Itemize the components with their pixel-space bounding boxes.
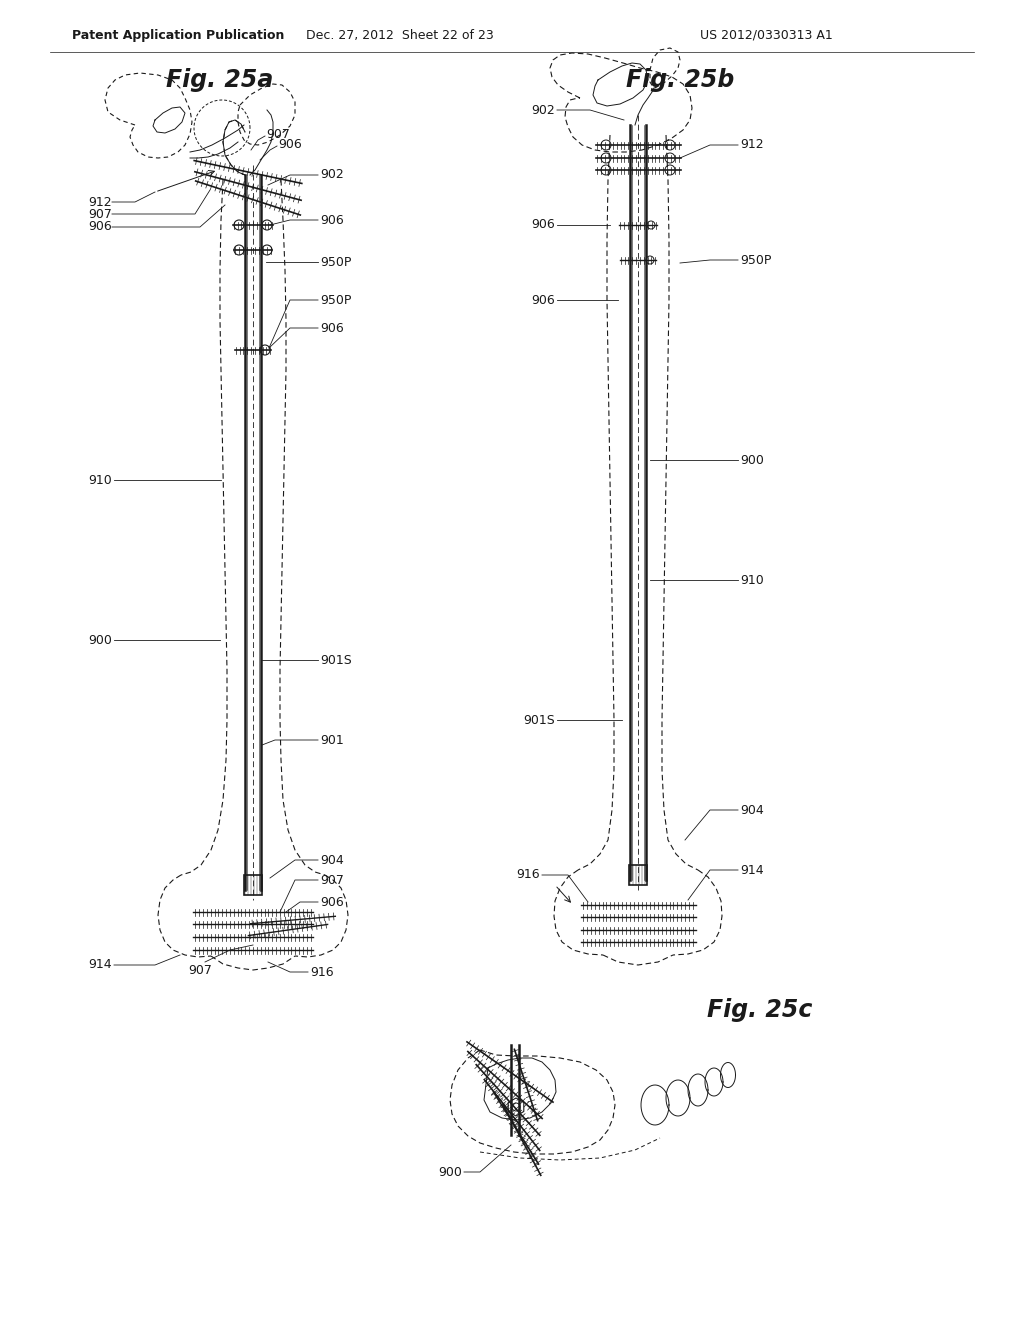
Text: 906: 906 xyxy=(88,220,112,234)
Text: 900: 900 xyxy=(438,1166,462,1179)
Text: 950P: 950P xyxy=(319,293,351,306)
Text: 904: 904 xyxy=(740,804,764,817)
Text: US 2012/0330313 A1: US 2012/0330313 A1 xyxy=(700,29,833,41)
Text: 900: 900 xyxy=(88,634,112,647)
Text: 900: 900 xyxy=(740,454,764,466)
Text: 950P: 950P xyxy=(319,256,351,268)
Text: Fig. 25a: Fig. 25a xyxy=(166,69,273,92)
Text: 916: 916 xyxy=(516,869,540,882)
Text: 901: 901 xyxy=(319,734,344,747)
Text: 907: 907 xyxy=(88,207,112,220)
Text: 904: 904 xyxy=(319,854,344,866)
Text: 906: 906 xyxy=(319,214,344,227)
Text: 906: 906 xyxy=(531,219,555,231)
Text: Fig. 25b: Fig. 25b xyxy=(626,69,734,92)
Text: 906: 906 xyxy=(319,322,344,334)
Text: 907: 907 xyxy=(319,874,344,887)
Text: Dec. 27, 2012  Sheet 22 of 23: Dec. 27, 2012 Sheet 22 of 23 xyxy=(306,29,494,41)
Text: 907: 907 xyxy=(266,128,290,141)
Bar xyxy=(244,875,262,895)
Text: 950P: 950P xyxy=(740,253,771,267)
Text: 912: 912 xyxy=(88,195,112,209)
Text: 910: 910 xyxy=(88,474,112,487)
Text: 906: 906 xyxy=(319,895,344,908)
Text: 914: 914 xyxy=(88,958,112,972)
Text: 902: 902 xyxy=(319,169,344,181)
Bar xyxy=(629,865,647,884)
Text: 907: 907 xyxy=(188,964,212,977)
Text: 906: 906 xyxy=(531,293,555,306)
Text: 906: 906 xyxy=(278,139,302,152)
Text: Fig. 25c: Fig. 25c xyxy=(708,998,813,1022)
Text: 912: 912 xyxy=(740,139,764,152)
Text: 902: 902 xyxy=(531,103,555,116)
Text: 916: 916 xyxy=(310,965,334,978)
Text: 914: 914 xyxy=(740,863,764,876)
Text: 901S: 901S xyxy=(523,714,555,726)
Text: Patent Application Publication: Patent Application Publication xyxy=(72,29,285,41)
Text: 910: 910 xyxy=(740,573,764,586)
Text: 901S: 901S xyxy=(319,653,352,667)
